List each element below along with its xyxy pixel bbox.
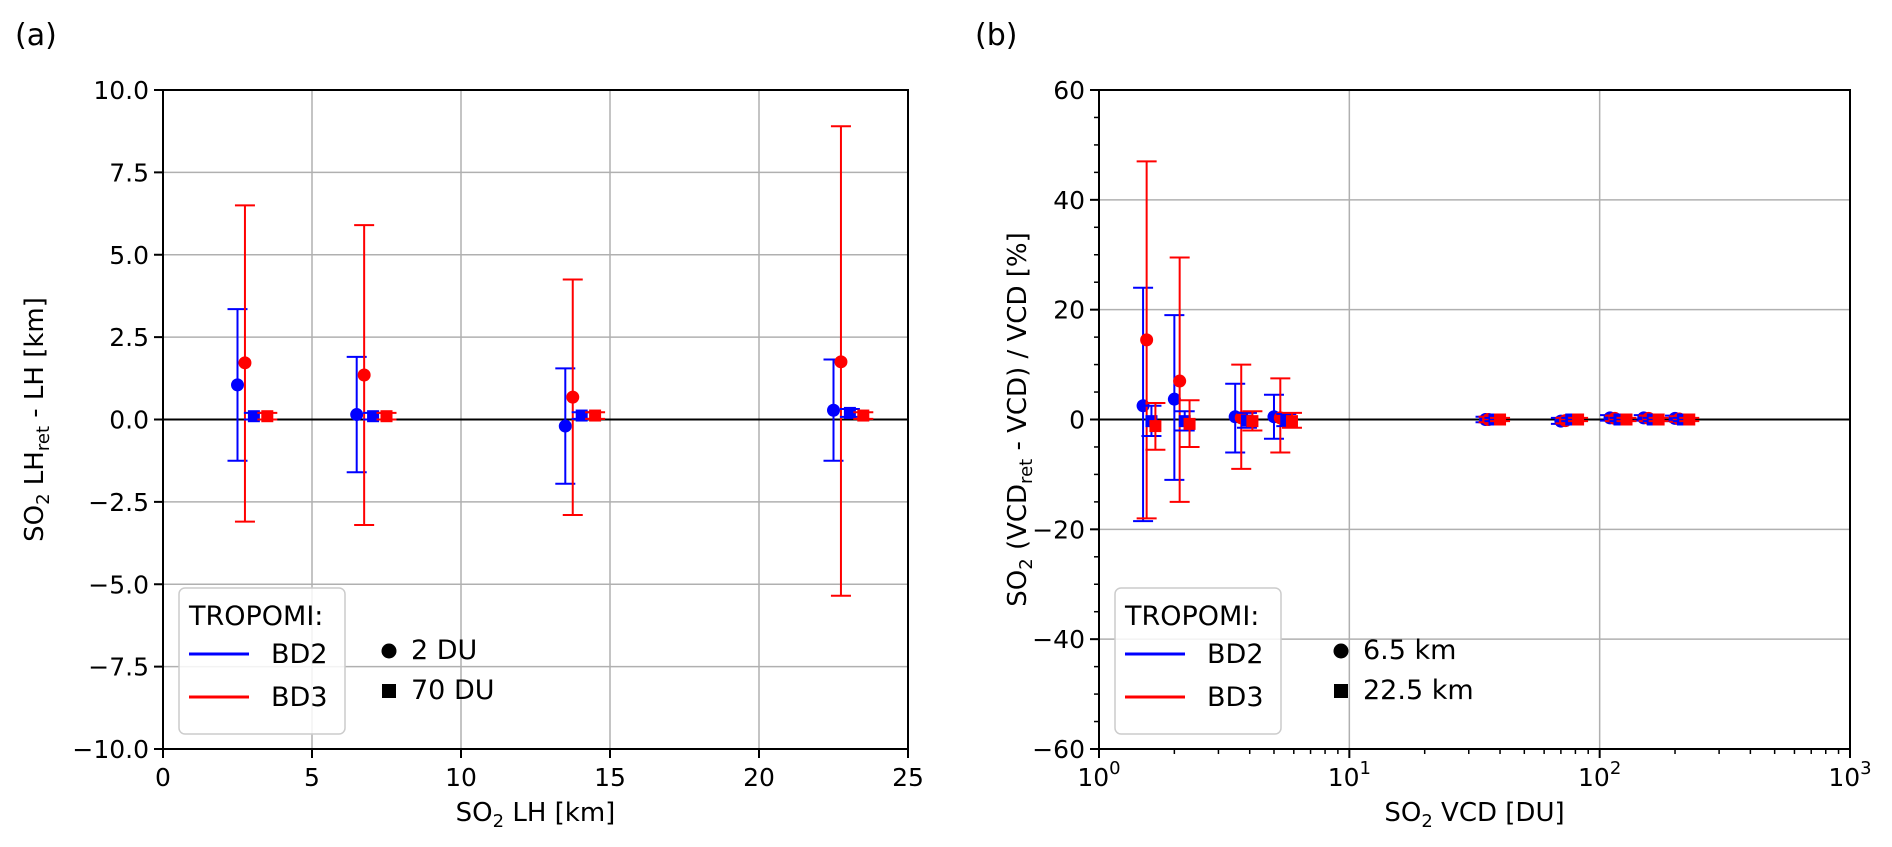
data-point-square [857, 409, 870, 422]
data-point-circle [1167, 392, 1181, 406]
series-bd2-square [1141, 404, 1693, 437]
data-point-square [247, 410, 260, 423]
panel-label: (a) [15, 18, 57, 53]
x-tick-label: 100 [1077, 758, 1120, 792]
y-tick-label: −7.5 [88, 653, 149, 682]
series-bd3-circle [234, 125, 851, 597]
panel-b-chart: (b) 100 101 102 103 −60 −40 −20 0 20 40 60 SO2 VCD [… [975, 18, 1872, 832]
data-point-square [589, 409, 602, 422]
y-tick-label: 7.5 [109, 158, 149, 187]
series-bd2-square [243, 406, 860, 423]
data-point-circle [231, 378, 244, 392]
legend-marker-label: 70 DU [411, 675, 495, 706]
legend-marker-square [382, 684, 396, 698]
x-tick-label: 5 [304, 763, 320, 792]
data-point-square [1620, 413, 1633, 426]
series-bd3-square [257, 409, 874, 423]
legend: TROPOMI: BD2 BD3 6.5 km 22.5 km [1114, 587, 1474, 735]
y-tick-label: 40 [1053, 186, 1085, 215]
legend-entry-bd3: BD3 [271, 682, 328, 713]
data-point-square [575, 409, 588, 422]
data-point-square [1285, 415, 1298, 428]
legend-marker-square [1334, 684, 1348, 698]
data-point-square [261, 410, 274, 423]
legend-marker-label: 22.5 km [1363, 675, 1474, 706]
data-point-circle [1173, 374, 1187, 388]
y-tick-label: 20 [1053, 296, 1085, 325]
data-point-circle [834, 355, 848, 369]
panel-a-chart: (a) 0 5 10 15 20 25 −10.0 −7.5 −5.0 −2.5 0.0 2.5 5.0 7… [15, 18, 924, 832]
legend-entry-bd2: BD2 [1207, 639, 1264, 670]
data-point-circle [1140, 333, 1154, 347]
data-point-square [380, 410, 393, 423]
y-tick-label: 10.0 [93, 76, 149, 105]
y-tick-label: −20 [1032, 515, 1085, 544]
legend-marker-circle [1333, 643, 1349, 659]
x-tick-label: 15 [594, 763, 626, 792]
y-tick-label: −2.5 [88, 488, 149, 517]
legend-marker-label: 2 DU [411, 635, 477, 666]
panel-label: (b) [975, 18, 1017, 53]
data-point-circle [350, 408, 364, 422]
y-tick-label: −10.0 [72, 735, 149, 764]
data-point-square [367, 410, 380, 423]
y-tick-label: 5.0 [109, 241, 149, 270]
legend-title: TROPOMI: [188, 601, 323, 632]
data-point-circle [357, 368, 371, 382]
x-tick-label: 25 [892, 763, 924, 792]
series-bd2-circle [227, 308, 844, 485]
series-bd3-circle [1136, 160, 1690, 520]
x-tick-label: 102 [1578, 758, 1621, 792]
legend-entry-bd3: BD3 [1207, 682, 1264, 713]
y-tick-label: −40 [1032, 625, 1085, 654]
y-tick-label: 0.0 [109, 406, 149, 435]
y-tick-label: 0 [1069, 406, 1085, 435]
x-tick-label: 20 [743, 763, 775, 792]
data-point-circle [566, 390, 580, 404]
data-point-square [843, 406, 856, 419]
y-tick-label: 60 [1053, 76, 1085, 105]
series-bd2-circle [1133, 286, 1686, 523]
legend-marker-label: 6.5 km [1363, 635, 1456, 666]
x-tick-label: 101 [1328, 758, 1371, 792]
x-axis-label: SO2 VCD [DU] [1384, 798, 1564, 832]
y-tick-label: −5.0 [88, 570, 149, 599]
data-point-square [1183, 417, 1196, 430]
legend: TROPOMI: BD2 BD3 2 DU 70 DU [178, 587, 495, 735]
x-axis-label: SO2 LH [km] [456, 798, 616, 832]
x-tick-label: 0 [155, 763, 171, 792]
x-tick-label: 10 [445, 763, 477, 792]
data-point-circle [827, 403, 840, 417]
legend-title: TROPOMI: [1124, 601, 1259, 632]
data-point-square [1572, 413, 1585, 426]
data-point-circle [238, 356, 252, 370]
legend-marker-circle [381, 643, 397, 659]
series-bd3-square [1145, 399, 1700, 451]
y-axis-label: SO2 (VCDret - VCD) / VCD [%] [1003, 232, 1037, 606]
data-point-circle [558, 419, 572, 433]
data-point-square [1652, 413, 1665, 426]
data-point-square [1149, 420, 1162, 433]
y-tick-label: −60 [1032, 735, 1085, 764]
data-point-square [1494, 413, 1507, 426]
legend-entry-bd2: BD2 [271, 639, 328, 670]
y-axis-label: SO2 LHret - LH [km] [20, 297, 54, 542]
data-point-square [1246, 415, 1259, 428]
y-tick-label: 2.5 [109, 323, 149, 352]
x-tick-label: 103 [1828, 758, 1871, 792]
data-point-square [1683, 413, 1696, 426]
